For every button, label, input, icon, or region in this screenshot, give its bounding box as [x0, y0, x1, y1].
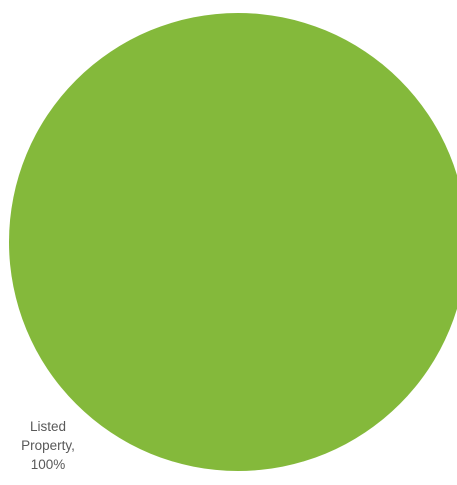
slice-label-line-3: 100%	[30, 457, 66, 472]
slice-label-line-2: Property,	[21, 438, 75, 453]
pie-slice-listed-property	[9, 13, 457, 471]
slice-label-line-1: Listed	[29, 419, 67, 434]
slice-data-label: Listed Property, 100%	[0, 417, 96, 474]
